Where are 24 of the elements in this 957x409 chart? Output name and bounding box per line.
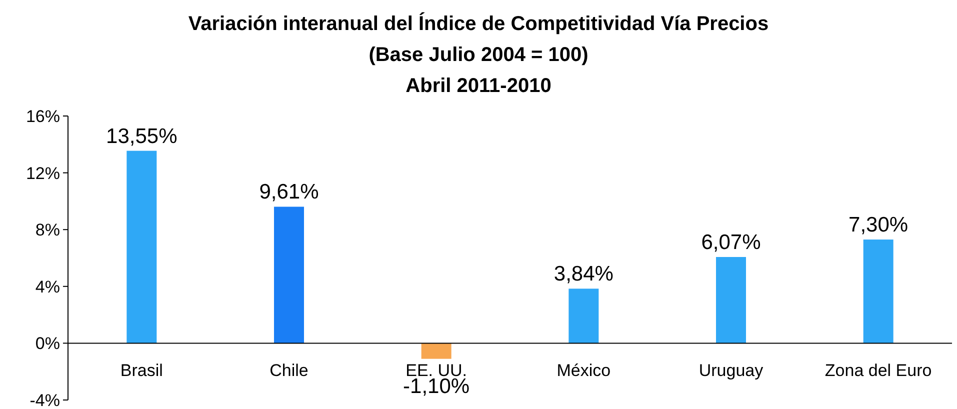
x-tick-label: Zona del Euro: [824, 361, 932, 380]
data-label: 3,84%: [554, 262, 614, 286]
x-tick-label: Brasil: [120, 361, 163, 380]
data-label: 6,07%: [701, 231, 761, 254]
y-tick-label: 8%: [35, 220, 60, 240]
data-label: 13,55%: [106, 124, 178, 148]
bar: [568, 288, 599, 344]
bar: [716, 257, 746, 344]
y-tick-label: 0%: [35, 334, 60, 354]
bar: [126, 150, 157, 344]
data-label: 7,30%: [848, 214, 908, 237]
chart-title: Variación interanual del Índice de Competitividad Vía Precios: [188, 12, 769, 35]
bar: [421, 343, 452, 359]
y-tick-label: 12%: [26, 164, 60, 183]
bar: [274, 206, 304, 344]
bar: [863, 240, 894, 344]
chart-subtitle: (Base Julio 2004 = 100) Abril 2011-2010: [368, 44, 588, 97]
x-tick-label: Chile: [270, 361, 308, 380]
y-tick-label: 16%: [26, 106, 60, 126]
x-tick-label: México: [556, 361, 611, 380]
y-tick-label: -4%: [30, 390, 60, 409]
data-label: 9,61%: [259, 180, 319, 204]
x-tick-label: Uruguay: [698, 361, 764, 380]
y-tick-label: 4%: [35, 277, 60, 296]
